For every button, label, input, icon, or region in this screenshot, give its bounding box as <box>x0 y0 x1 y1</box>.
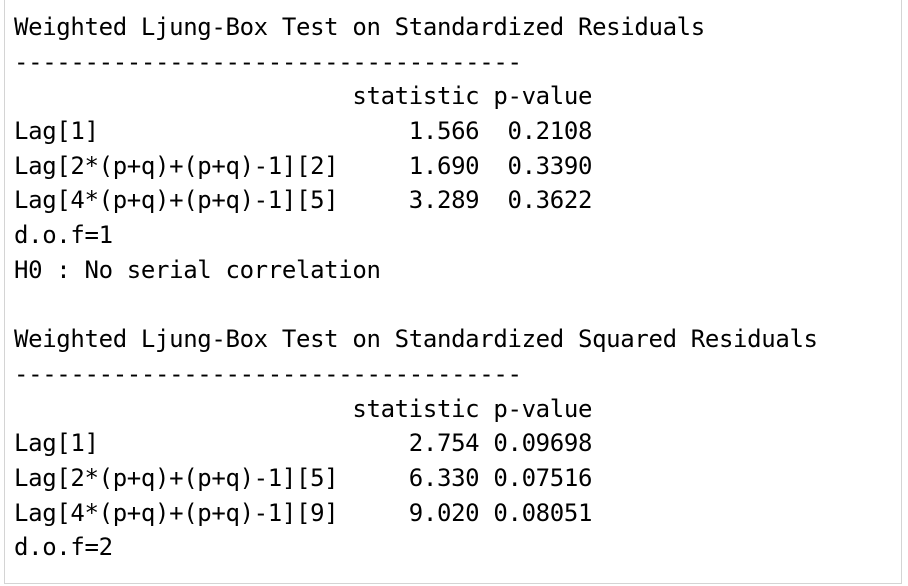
null-hypothesis-line: H0 : No serial correlation <box>14 255 381 284</box>
separator-line: ------------------------------------ <box>14 359 522 388</box>
result-row: Lag[4*(p+q)+(p+q)-1][9] 9.020 0.08051 <box>14 498 593 527</box>
separator-line: ------------------------------------ <box>14 47 522 76</box>
dof-line: d.o.f=2 <box>14 533 113 562</box>
result-row: Lag[1] 1.566 0.2108 <box>14 117 593 146</box>
test-title-squared-residuals: Weighted Ljung-Box Test on Standardized … <box>14 325 818 354</box>
result-row: Lag[1] 2.754 0.09698 <box>14 429 593 458</box>
console-output: Weighted Ljung-Box Test on Standardized … <box>14 10 818 565</box>
blank-line <box>14 288 818 323</box>
test-title-residuals: Weighted Ljung-Box Test on Standardized … <box>14 13 705 41</box>
result-row: Lag[2*(p+q)+(p+q)-1][5] 6.330 0.07516 <box>14 463 593 492</box>
column-header: statistic p-value <box>14 82 593 111</box>
dof-line: d.o.f=1 <box>14 221 113 250</box>
column-header: statistic p-value <box>14 394 593 423</box>
result-row: Lag[2*(p+q)+(p+q)-1][2] 1.690 0.3390 <box>14 151 593 180</box>
result-row: Lag[4*(p+q)+(p+q)-1][5] 3.289 0.3622 <box>14 186 593 215</box>
console-frame <box>4 0 902 584</box>
